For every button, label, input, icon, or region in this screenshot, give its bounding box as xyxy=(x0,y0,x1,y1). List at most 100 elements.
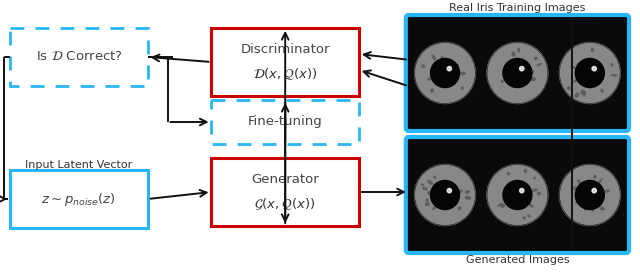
Ellipse shape xyxy=(441,56,444,62)
Circle shape xyxy=(487,164,548,225)
Ellipse shape xyxy=(577,180,580,183)
Ellipse shape xyxy=(523,202,525,205)
Circle shape xyxy=(503,180,532,210)
FancyBboxPatch shape xyxy=(10,170,148,228)
Ellipse shape xyxy=(529,203,533,207)
Ellipse shape xyxy=(512,52,515,56)
Ellipse shape xyxy=(422,65,424,68)
FancyBboxPatch shape xyxy=(482,141,552,249)
Ellipse shape xyxy=(531,78,532,80)
Text: Discriminator: Discriminator xyxy=(241,43,330,56)
Ellipse shape xyxy=(571,66,576,69)
Ellipse shape xyxy=(599,69,602,71)
Ellipse shape xyxy=(423,187,427,190)
Ellipse shape xyxy=(578,194,582,195)
Text: $z \sim p_{noise}(z)$: $z \sim p_{noise}(z)$ xyxy=(42,191,116,207)
Ellipse shape xyxy=(534,57,537,60)
Ellipse shape xyxy=(524,169,527,173)
FancyBboxPatch shape xyxy=(555,141,625,249)
Circle shape xyxy=(592,188,596,193)
Ellipse shape xyxy=(584,206,587,210)
Ellipse shape xyxy=(465,191,469,193)
Text: Input Latent Vector: Input Latent Vector xyxy=(25,160,132,170)
Ellipse shape xyxy=(611,75,617,76)
Ellipse shape xyxy=(456,64,458,66)
Circle shape xyxy=(575,58,604,88)
Circle shape xyxy=(415,43,476,103)
Text: Fine-tuning: Fine-tuning xyxy=(248,115,323,129)
Circle shape xyxy=(520,188,524,193)
FancyBboxPatch shape xyxy=(211,28,359,96)
Ellipse shape xyxy=(458,207,461,210)
Ellipse shape xyxy=(428,78,432,80)
Circle shape xyxy=(503,58,532,88)
Ellipse shape xyxy=(531,70,534,73)
Ellipse shape xyxy=(520,80,523,84)
Ellipse shape xyxy=(426,203,429,206)
Ellipse shape xyxy=(434,176,436,179)
Ellipse shape xyxy=(584,91,586,96)
Circle shape xyxy=(559,43,620,103)
Circle shape xyxy=(431,58,460,88)
FancyBboxPatch shape xyxy=(406,137,629,253)
Ellipse shape xyxy=(573,187,577,190)
Text: Real Iris Training Images: Real Iris Training Images xyxy=(449,3,586,13)
Ellipse shape xyxy=(532,189,537,191)
Ellipse shape xyxy=(532,78,535,80)
Ellipse shape xyxy=(518,49,520,52)
FancyBboxPatch shape xyxy=(406,15,629,131)
Ellipse shape xyxy=(433,206,436,210)
Ellipse shape xyxy=(498,205,500,206)
Ellipse shape xyxy=(449,80,452,84)
Ellipse shape xyxy=(524,78,527,82)
Ellipse shape xyxy=(500,203,502,205)
FancyBboxPatch shape xyxy=(211,158,359,226)
Ellipse shape xyxy=(601,89,604,92)
Ellipse shape xyxy=(592,208,593,212)
Ellipse shape xyxy=(538,192,541,195)
Ellipse shape xyxy=(508,173,509,175)
Ellipse shape xyxy=(594,176,596,178)
Ellipse shape xyxy=(426,199,428,201)
Ellipse shape xyxy=(461,87,463,89)
Circle shape xyxy=(520,66,524,71)
Circle shape xyxy=(575,180,604,210)
FancyBboxPatch shape xyxy=(10,28,148,86)
Circle shape xyxy=(447,188,451,193)
FancyBboxPatch shape xyxy=(410,141,480,249)
FancyBboxPatch shape xyxy=(410,19,480,127)
Ellipse shape xyxy=(527,77,532,81)
Ellipse shape xyxy=(604,190,610,192)
Ellipse shape xyxy=(431,72,433,74)
Ellipse shape xyxy=(600,207,603,210)
Ellipse shape xyxy=(465,197,470,199)
Ellipse shape xyxy=(602,208,604,210)
Text: $\mathcal{G}(x, \mathcal{Q}(x))$: $\mathcal{G}(x, \mathcal{Q}(x))$ xyxy=(255,197,316,212)
Circle shape xyxy=(431,180,460,210)
Ellipse shape xyxy=(598,179,602,183)
Ellipse shape xyxy=(432,69,436,71)
Ellipse shape xyxy=(528,215,530,217)
Text: $\mathcal{D}(x, \mathcal{Q}(x))$: $\mathcal{D}(x, \mathcal{Q}(x))$ xyxy=(253,66,317,82)
Ellipse shape xyxy=(575,93,579,97)
Circle shape xyxy=(415,164,476,225)
Ellipse shape xyxy=(523,217,525,219)
Ellipse shape xyxy=(527,74,530,75)
Ellipse shape xyxy=(460,72,465,75)
Text: Generated Images: Generated Images xyxy=(466,255,569,265)
Ellipse shape xyxy=(537,64,541,66)
Ellipse shape xyxy=(575,201,579,203)
Ellipse shape xyxy=(581,90,584,94)
Ellipse shape xyxy=(534,177,536,179)
FancyBboxPatch shape xyxy=(211,100,359,144)
Circle shape xyxy=(592,66,596,71)
Circle shape xyxy=(559,164,620,225)
Text: Generator: Generator xyxy=(252,173,319,186)
Circle shape xyxy=(487,43,548,103)
Ellipse shape xyxy=(590,62,591,65)
FancyBboxPatch shape xyxy=(555,19,625,127)
Ellipse shape xyxy=(574,80,577,82)
Ellipse shape xyxy=(428,192,431,194)
Ellipse shape xyxy=(501,80,503,82)
Ellipse shape xyxy=(422,184,424,185)
